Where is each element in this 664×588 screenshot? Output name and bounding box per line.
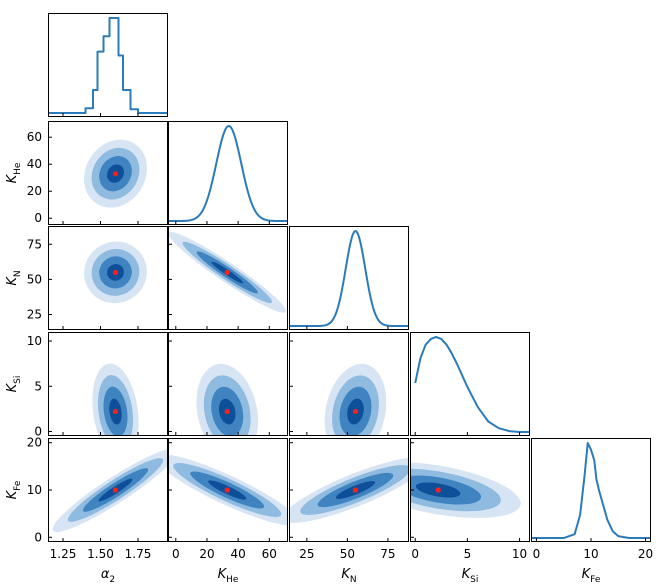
best-fit-point [112, 408, 119, 415]
x-tick-label: 40 [230, 547, 245, 561]
marginal-curve-0 [48, 17, 168, 115]
panel-frame-0-1 [48, 121, 168, 225]
marginal-curve-1 [168, 125, 288, 223]
joint-panel-0-2 [84, 241, 147, 304]
axis-label-symbol: α [101, 567, 110, 582]
panel-frame-0-3 [48, 332, 168, 436]
axis-label-subscript: N [350, 575, 357, 585]
best-fit-point [224, 487, 230, 493]
axis-label-Si: KSi [462, 567, 479, 585]
panel-frame-3-3 [410, 332, 530, 436]
x-tick-label: 0 [533, 547, 541, 561]
x-tick-label: 1.50 [87, 547, 114, 561]
joint-panel-0-1 [84, 139, 147, 208]
panel-frame-1-1 [168, 121, 288, 225]
x-tick-label: 5 [464, 547, 472, 561]
panel-frame-1-3 [168, 332, 288, 436]
axis-label-He: KHe [5, 162, 23, 183]
axis-label-Fe: KFe [5, 480, 23, 499]
axis-label-subscript: Fe [590, 575, 601, 585]
panel-frame-1-2 [168, 226, 288, 330]
joint-panel-1-4 [168, 454, 288, 526]
joint-panel-2-4 [289, 457, 409, 523]
axis-label-Si: KSi [5, 376, 23, 393]
axis-label-N: KN [341, 567, 356, 585]
axis-label-N: KN [5, 270, 23, 285]
x-tick-label: 1.75 [125, 547, 152, 561]
axis-label-symbol: K [218, 567, 228, 582]
best-fit-point [224, 408, 230, 415]
axis-label-subscript: 2 [109, 575, 115, 585]
y-tick-label: 10 [27, 483, 42, 497]
panel-frame-2-2 [289, 226, 409, 330]
marginal-curve-4 [531, 442, 651, 540]
joint-panel-1-3 [196, 363, 259, 436]
x-tick-label: 20 [638, 547, 653, 561]
x-tick-label: 10 [583, 547, 598, 561]
x-tick-label: 50 [340, 547, 355, 561]
axis-label-2: α2 [101, 567, 115, 585]
axis-label-subscript: Si [13, 376, 23, 384]
y-tick-label: 40 [27, 157, 42, 171]
best-fit-point [112, 269, 119, 275]
panel-frame-4-4 [531, 438, 651, 542]
y-tick-label: 5 [34, 379, 42, 393]
axis-label-symbol: K [341, 567, 351, 582]
y-tick-label: 75 [27, 237, 42, 251]
best-fit-point [112, 171, 119, 177]
y-tick-label: 25 [27, 308, 42, 322]
x-tick-label: 0 [411, 547, 419, 561]
best-fit-point [352, 408, 359, 415]
axis-label-symbol: K [5, 382, 20, 392]
axis-label-symbol: K [582, 567, 592, 582]
axis-label-subscript: Si [470, 575, 478, 585]
y-tick-label: 50 [27, 272, 42, 286]
axis-label-subscript: N [13, 270, 23, 277]
marginal-curve-2 [289, 230, 409, 328]
axis-label-He: KHe [218, 567, 239, 585]
joint-panel-0-3 [92, 363, 139, 436]
best-fit-point [352, 487, 359, 493]
axis-label-symbol: K [5, 173, 20, 183]
y-tick-label: 10 [27, 334, 42, 348]
x-tick-label: 60 [262, 547, 277, 561]
x-tick-label: 75 [380, 547, 395, 561]
best-fit-point [224, 269, 230, 275]
axis-label-subscript: He [226, 575, 239, 585]
x-tick-label: 20 [199, 547, 214, 561]
x-tick-label: 10 [512, 547, 527, 561]
best-fit-point [435, 487, 441, 493]
x-tick-label: 25 [299, 547, 314, 561]
panel-frame-0-0 [48, 13, 168, 117]
y-tick-label: 60 [27, 130, 42, 144]
y-tick-label: 0 [34, 424, 42, 438]
joint-panel-2-3 [324, 363, 387, 436]
axis-label-subscript: He [13, 162, 23, 175]
axis-label-subscript: Fe [13, 480, 23, 491]
panel-frame-0-2 [48, 226, 168, 330]
y-tick-label: 0 [34, 211, 42, 225]
x-tick-label: 1.25 [50, 547, 77, 561]
axis-label-Fe: KFe [582, 567, 601, 585]
panel-frame-2-3 [289, 332, 409, 436]
y-tick-label: 20 [27, 184, 42, 198]
x-tick-label: 0 [172, 547, 180, 561]
joint-panel-0-4 [52, 448, 168, 532]
y-tick-label: 20 [27, 436, 42, 450]
axis-label-symbol: K [5, 489, 20, 499]
joint-panel-3-4 [410, 462, 521, 518]
marginal-curve-3 [414, 336, 530, 434]
best-fit-point [112, 487, 119, 493]
joint-panel-1-2 [168, 232, 287, 313]
y-tick-label: 0 [34, 530, 42, 544]
axis-label-symbol: K [462, 567, 472, 582]
axis-label-symbol: K [5, 276, 20, 286]
